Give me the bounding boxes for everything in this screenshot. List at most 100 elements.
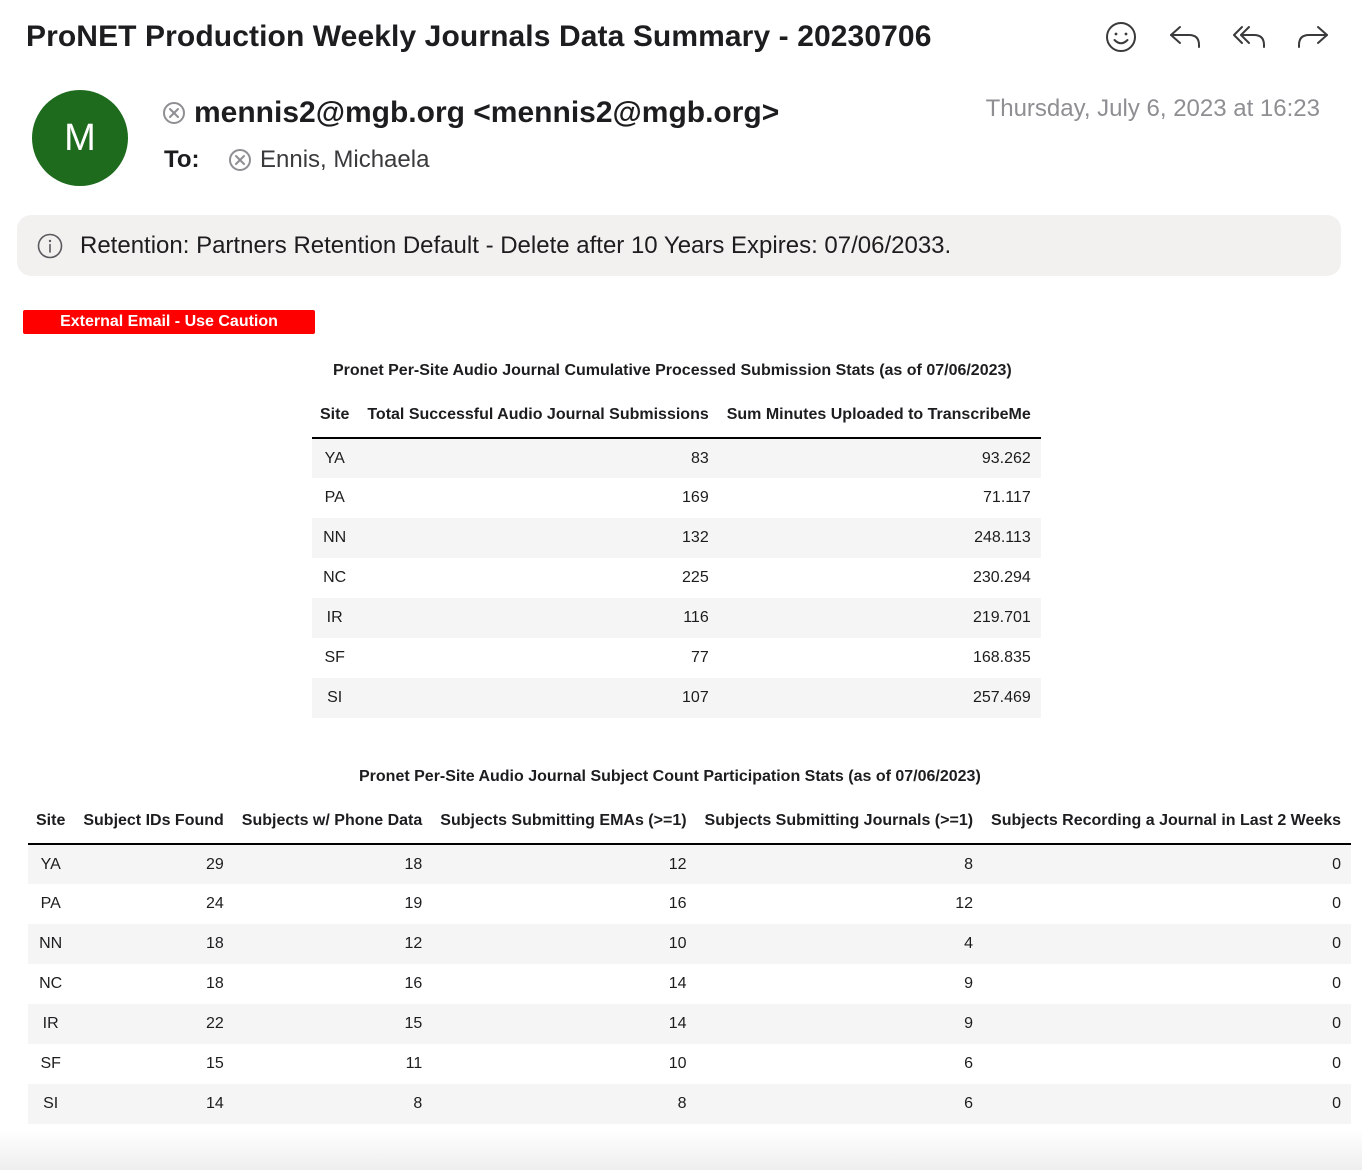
table1-header-submissions: Total Successful Audio Journal Submissio… bbox=[359, 398, 719, 439]
sent-date: Thursday, July 6, 2023 at 16:23 bbox=[985, 95, 1320, 122]
table-cell-site: IR bbox=[326, 609, 343, 626]
table-cell-site: NC bbox=[323, 569, 347, 586]
emoji-icon bbox=[1106, 22, 1136, 52]
reply-all-button[interactable] bbox=[1230, 18, 1268, 56]
table2-header-journals: Subjects Submitting Journals (>=1) bbox=[696, 804, 984, 845]
table2-title: Pronet Per-Site Audio Journal Subject Co… bbox=[359, 768, 981, 785]
audio-submission-stats-table: Site Total Successful Audio Journal Subm… bbox=[312, 398, 1041, 718]
scroll-fade bbox=[0, 1130, 1362, 1170]
table-cell-value: 8 bbox=[413, 1095, 423, 1112]
table-row: NN 18 12 10 4 0 bbox=[28, 924, 1352, 964]
table-cell-site: SI bbox=[43, 1095, 59, 1112]
table2-header-phone-data: Subjects w/ Phone Data bbox=[233, 804, 433, 845]
table-cell-site: YA bbox=[40, 855, 61, 873]
table-cell-site: SI bbox=[327, 689, 343, 706]
table-cell-site: PA bbox=[40, 895, 61, 912]
table-cell-value: 219.701 bbox=[972, 609, 1031, 626]
remove-sender-icon[interactable] bbox=[162, 101, 186, 125]
table-cell-site: PA bbox=[324, 489, 345, 506]
table2-header-emas: Subjects Submitting EMAs (>=1) bbox=[432, 804, 697, 845]
table-cell-site: SF bbox=[324, 649, 345, 666]
table-row: SI 107 257.469 bbox=[312, 678, 1041, 718]
table-cell-value: 8 bbox=[964, 855, 974, 873]
table-cell-value: 4 bbox=[964, 935, 974, 952]
external-email-caution-badge: External Email - Use Caution bbox=[23, 310, 315, 334]
table-cell-value: 0 bbox=[1332, 895, 1342, 912]
table-row: IR 116 219.701 bbox=[312, 598, 1041, 638]
table-cell-value: 10 bbox=[668, 1055, 687, 1072]
table-cell-site: IR bbox=[42, 1015, 59, 1032]
table-row: IR 22 15 14 9 0 bbox=[28, 1004, 1352, 1044]
table-cell-value: 93.262 bbox=[981, 449, 1031, 467]
reply-all-icon bbox=[1233, 26, 1265, 48]
table-cell-value: 11 bbox=[405, 1055, 423, 1072]
retention-text: Retention: Partners Retention Default - … bbox=[80, 231, 952, 259]
table-row: NC 18 16 14 9 0 bbox=[28, 964, 1351, 1004]
forward-button[interactable] bbox=[1294, 18, 1332, 56]
table2-header-site: Site bbox=[28, 804, 76, 845]
reply-button[interactable] bbox=[1166, 18, 1204, 56]
table-cell-value: 169 bbox=[682, 489, 709, 506]
sender-avatar: M bbox=[32, 90, 128, 186]
table-cell-value: 6 bbox=[964, 1055, 974, 1072]
sender-address[interactable]: mennis2@mgb.org <mennis2@mgb.org> bbox=[194, 96, 780, 129]
table1-title: Pronet Per-Site Audio Journal Cumulative… bbox=[333, 362, 1012, 379]
table-cell-value: 230.294 bbox=[972, 569, 1031, 586]
table-cell-value: 29 bbox=[206, 855, 224, 873]
table-cell-value: 132 bbox=[682, 529, 709, 546]
table-cell-value: 22 bbox=[206, 1015, 224, 1032]
message-toolbar bbox=[1102, 18, 1332, 56]
emoji-reaction-button[interactable] bbox=[1102, 18, 1140, 56]
table-cell-value: 225 bbox=[682, 569, 709, 586]
email-subject: ProNET Production Weekly Journals Data S… bbox=[26, 20, 932, 53]
table-cell-value: 12 bbox=[955, 895, 974, 912]
table-cell-site: NN bbox=[39, 935, 63, 952]
info-icon bbox=[37, 233, 63, 259]
table1-header-site: Site bbox=[312, 398, 360, 439]
table-cell-value: 18 bbox=[206, 935, 224, 952]
table-cell-value: 6 bbox=[964, 1095, 974, 1112]
table-cell-value: 15 bbox=[206, 1055, 224, 1072]
table-cell-value: 83 bbox=[690, 449, 709, 467]
table-cell-value: 0 bbox=[1332, 935, 1342, 952]
table-cell-site: YA bbox=[324, 449, 345, 467]
to-label: To: bbox=[164, 146, 200, 173]
table-cell-value: 18 bbox=[206, 975, 224, 992]
table-row: NC 225 230.294 bbox=[312, 558, 1041, 598]
table-cell-value: 116 bbox=[683, 609, 709, 626]
table-row: SF 15 11 10 6 0 bbox=[28, 1044, 1351, 1084]
table-cell-value: 8 bbox=[677, 1095, 687, 1112]
table-row: NN 132 248.113 bbox=[312, 518, 1041, 558]
sender-row: mennis2@mgb.org <mennis2@mgb.org> bbox=[162, 96, 779, 130]
recipient-name[interactable]: Ennis, Michaela bbox=[260, 146, 430, 173]
forward-icon bbox=[1298, 26, 1328, 48]
table-cell-site: NN bbox=[323, 529, 347, 546]
table-row: PA 24 19 16 12 0 bbox=[28, 884, 1351, 924]
table-cell-value: 0 bbox=[1332, 975, 1342, 992]
table-cell-value: 12 bbox=[668, 855, 687, 873]
table2-header-subject-ids: Subject IDs Found bbox=[75, 804, 234, 845]
table2-header-last-2-weeks: Subjects Recording a Journal in Last 2 W… bbox=[983, 804, 1352, 845]
table-cell-value: 77 bbox=[690, 649, 709, 666]
table-cell-value: 257.469 bbox=[972, 689, 1031, 706]
table-cell-value: 24 bbox=[206, 895, 224, 912]
table-cell-value: 0 bbox=[1332, 1015, 1342, 1032]
table-row: YA 83 93.262 bbox=[312, 438, 1041, 478]
table-cell-value: 19 bbox=[404, 895, 423, 912]
table-row: PA 169 71.117 bbox=[312, 478, 1041, 518]
retention-banner: Retention: Partners Retention Default - … bbox=[17, 215, 1341, 276]
table-cell-value: 0 bbox=[1332, 855, 1342, 873]
table-cell-value: 16 bbox=[668, 895, 687, 912]
table1-header-minutes: Sum Minutes Uploaded to TranscribeMe bbox=[718, 398, 1041, 439]
table-cell-site: SF bbox=[40, 1055, 61, 1072]
remove-recipient-icon[interactable] bbox=[228, 148, 252, 172]
table-cell-site: NC bbox=[39, 975, 63, 992]
table-cell-value: 248.113 bbox=[974, 529, 1031, 546]
table-cell-value: 107 bbox=[682, 689, 709, 706]
table-cell-value: 0 bbox=[1332, 1095, 1342, 1112]
table-cell-value: 16 bbox=[404, 975, 423, 992]
table-cell-value: 168.835 bbox=[972, 649, 1031, 666]
table-cell-value: 0 bbox=[1332, 1055, 1342, 1072]
recipient-row: To: Ennis, Michaela bbox=[164, 146, 429, 174]
table-cell-value: 9 bbox=[964, 1015, 974, 1032]
